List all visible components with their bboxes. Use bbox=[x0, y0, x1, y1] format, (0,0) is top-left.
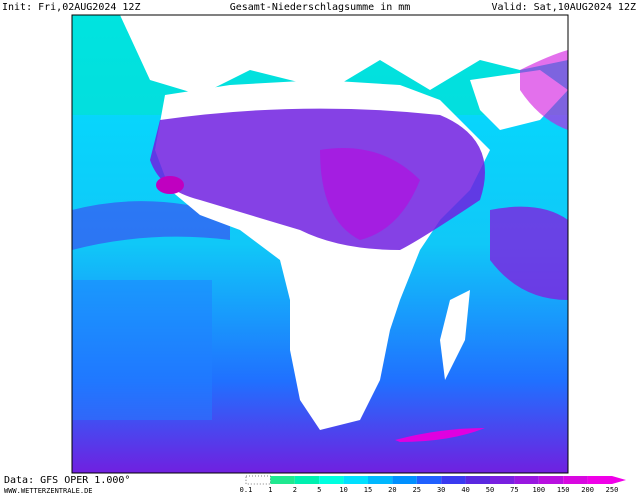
colorbar-label: 30 bbox=[437, 486, 445, 494]
colorbar-segment bbox=[538, 476, 564, 484]
colorbar-arrow bbox=[612, 476, 626, 484]
colorbar-label: 15 bbox=[364, 486, 372, 494]
colorbar-segment bbox=[465, 476, 490, 484]
colorbar-label: 10 bbox=[339, 486, 347, 494]
colorbar-label: 25 bbox=[413, 486, 421, 494]
colorbar-segment bbox=[319, 476, 344, 484]
colorbar-segment bbox=[514, 476, 539, 484]
colorbar-label: 150 bbox=[557, 486, 570, 494]
colorbar-segment bbox=[392, 476, 417, 484]
colorbar-label: 2 bbox=[293, 486, 297, 494]
website: WWW.WETTERZENTRALE.DE bbox=[4, 487, 93, 495]
colorbar-label: 0.1 bbox=[240, 486, 253, 494]
colorbar-segment bbox=[490, 476, 515, 484]
map bbox=[71, 14, 569, 474]
colorbar-label: 40 bbox=[461, 486, 469, 494]
colorbar-segment bbox=[245, 475, 271, 485]
colorbar-segment bbox=[343, 476, 368, 484]
colorbar-label: 250 bbox=[606, 486, 619, 494]
colorbar: 0.1 1 2 5 10 15 20 25 30 40 50 75 100 150 200 250 bbox=[240, 475, 626, 494]
colorbar-segment bbox=[587, 476, 612, 484]
map-title: Gesamt-Niederschlagsumme in mm bbox=[230, 2, 411, 13]
colorbar-segment bbox=[563, 476, 588, 484]
valid-time: Valid: Sat,10AUG2024 12Z bbox=[492, 2, 637, 13]
colorbar-segment bbox=[294, 476, 320, 484]
data-source: Data: GFS OPER 1.000° bbox=[4, 475, 130, 486]
colorbar-segment bbox=[368, 476, 393, 484]
colorbar-segment bbox=[441, 476, 466, 484]
colorbar-label: 20 bbox=[388, 486, 396, 494]
colorbar-label: 75 bbox=[510, 486, 518, 494]
colorbar-segment bbox=[270, 476, 295, 484]
colorbar-label: 200 bbox=[581, 486, 594, 494]
colorbar-label: 1 bbox=[268, 486, 272, 494]
init-time: Init: Fri,02AUG2024 12Z bbox=[2, 2, 140, 13]
colorbar-label: 5 bbox=[317, 486, 321, 494]
colorbar-segment bbox=[416, 476, 442, 484]
colorbar-label: 100 bbox=[532, 486, 545, 494]
colorbar-label: 50 bbox=[486, 486, 494, 494]
